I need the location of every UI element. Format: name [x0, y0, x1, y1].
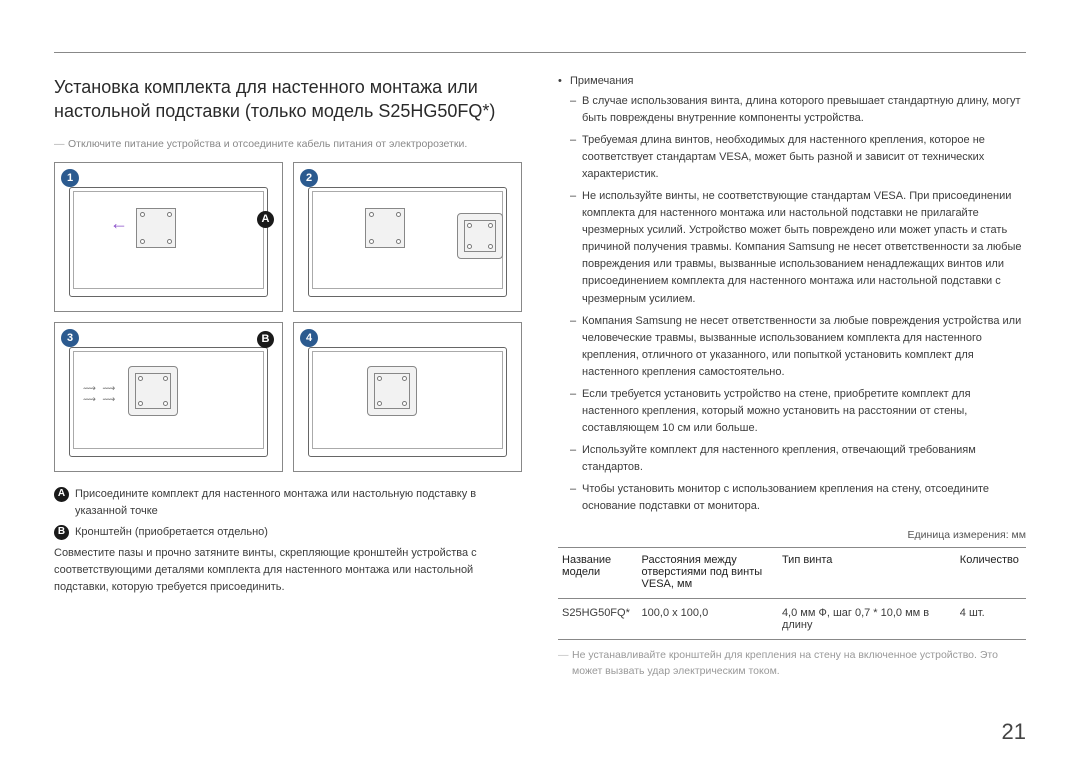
- right-column: Примечания В случае использования винта,…: [558, 75, 1026, 680]
- label-B-badge: B: [257, 331, 274, 348]
- diagram-step-1: 1 ← A: [54, 162, 283, 312]
- legend-badge-B: B: [54, 525, 69, 540]
- step-badge: 1: [61, 169, 79, 187]
- arrow-icon: ←: [110, 213, 128, 234]
- td-model: S25HG50FQ*: [558, 599, 638, 640]
- td-screw: 4,0 мм Ф, шаг 0,7 * 10,0 мм в длину: [778, 599, 956, 640]
- table-row: S25HG50FQ* 100,0 x 100,0 4,0 мм Ф, шаг 0…: [558, 599, 1026, 640]
- notes-label: Примечания: [558, 75, 1026, 87]
- table-header-row: Название модели Расстояния между отверст…: [558, 548, 1026, 599]
- label-A-badge: A: [257, 211, 274, 228]
- note-item: Если требуется установить устройство на …: [558, 386, 1026, 437]
- td-qty: 4 шт.: [956, 599, 1026, 640]
- note-item: В случае использования винта, длина кото…: [558, 93, 1026, 127]
- legend-A: A Присоедините комплект для настенного м…: [54, 486, 522, 520]
- diagram-grid: 1 ← A 2: [54, 162, 522, 472]
- note-item: Не используйте винты, не соответствующие…: [558, 188, 1026, 307]
- unit-label: Единица измерения: мм: [558, 529, 1026, 541]
- th-model: Название модели: [558, 548, 638, 599]
- two-column-layout: Установка комплекта для настенного монта…: [54, 75, 1026, 680]
- legend-A-text: Присоедините комплект для настенного мон…: [75, 486, 522, 520]
- td-holes: 100,0 x 100,0: [638, 599, 778, 640]
- instruction-paragraph: Совместите пазы и прочно затяните винты,…: [54, 545, 522, 596]
- left-column: Установка комплекта для настенного монта…: [54, 75, 522, 680]
- note-item: Чтобы установить монитор с использование…: [558, 481, 1026, 515]
- warning-footnote: Не устанавливайте кронштейн для креплени…: [558, 648, 1026, 680]
- step-badge: 2: [300, 169, 318, 187]
- top-divider: [54, 52, 1026, 53]
- screws-icon: ⟿ ⟿⟿ ⟿: [83, 383, 117, 405]
- legend-B: B Кронштейн (приобретается отдельно): [54, 524, 522, 541]
- diagram-step-4: 4: [293, 322, 522, 472]
- th-screw: Тип винта: [778, 548, 956, 599]
- spec-table: Название модели Расстояния между отверст…: [558, 547, 1026, 640]
- note-item: Требуемая длина винтов, необходимых для …: [558, 132, 1026, 183]
- bracket-icon: [457, 213, 503, 259]
- power-off-note: Отключите питание устройства и отсоедини…: [54, 138, 522, 150]
- note-item: Компания Samsung не несет ответственност…: [558, 313, 1026, 381]
- section-title: Установка комплекта для настенного монта…: [54, 75, 522, 124]
- step-badge: 3: [61, 329, 79, 347]
- legend-badge-A: A: [54, 487, 69, 502]
- step-badge: 4: [300, 329, 318, 347]
- page-number: 21: [1002, 719, 1026, 745]
- note-item: Используйте комплект для настенного креп…: [558, 442, 1026, 476]
- th-qty: Количество: [956, 548, 1026, 599]
- legend-B-text: Кронштейн (приобретается отдельно): [75, 524, 268, 541]
- diagram-step-2: 2: [293, 162, 522, 312]
- diagram-step-3: 3 ⟿ ⟿⟿ ⟿ B: [54, 322, 283, 472]
- th-holes: Расстояния между отверстиями под винты V…: [638, 548, 778, 599]
